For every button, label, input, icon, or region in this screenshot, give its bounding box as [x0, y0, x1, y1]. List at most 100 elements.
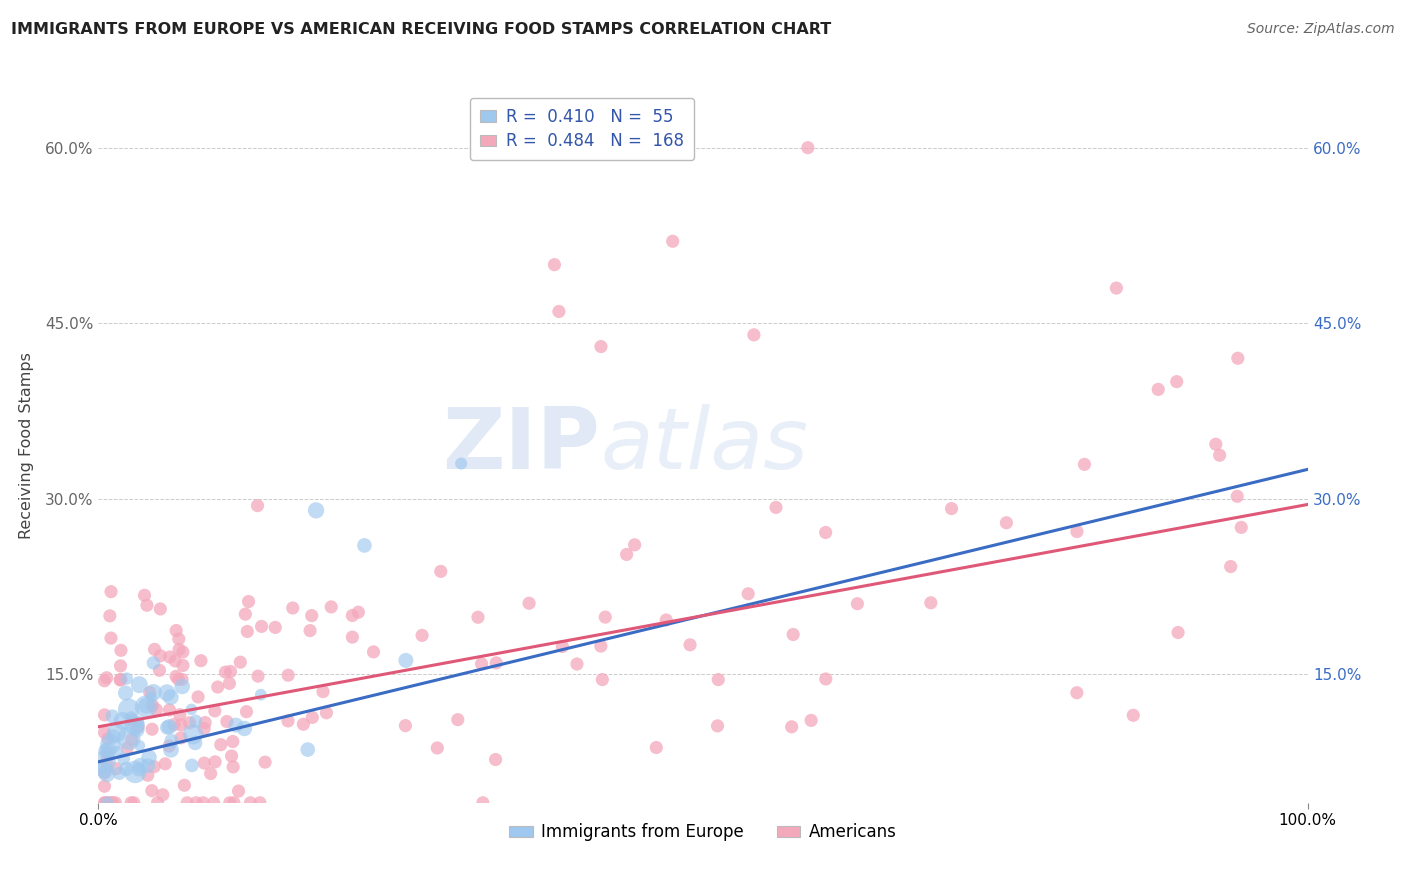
Point [246, 499, 269, 513]
Point [104, 762, 127, 776]
Point [589, 639, 612, 653]
Point [138, 685, 160, 699]
Point [93, 707, 115, 722]
Point [136, 599, 159, 613]
Point [214, 665, 236, 679]
Point [995, 516, 1018, 530]
Point [108, 766, 131, 780]
Point [363, 645, 385, 659]
Point [193, 756, 215, 771]
Point [315, 706, 337, 720]
Point [170, 673, 193, 687]
Point [623, 538, 645, 552]
Point [593, 610, 616, 624]
Point [797, 141, 820, 155]
Point [342, 608, 364, 623]
Point [222, 760, 245, 774]
Point [800, 714, 823, 728]
Point [149, 648, 172, 663]
Point [239, 796, 262, 810]
Point [160, 733, 183, 747]
Point [176, 796, 198, 810]
Point [292, 717, 315, 731]
Point [661, 234, 683, 248]
Point [247, 669, 270, 683]
Point [142, 656, 165, 670]
Point [129, 758, 152, 772]
Point [97, 796, 120, 810]
Point [149, 602, 172, 616]
Point [782, 627, 804, 641]
Point [127, 723, 149, 737]
Point [471, 657, 494, 671]
Point [200, 766, 222, 780]
Point [233, 607, 256, 622]
Point [172, 680, 194, 694]
Point [170, 731, 193, 745]
Point [101, 709, 124, 723]
Point [920, 596, 942, 610]
Point [181, 758, 204, 772]
Point [447, 713, 470, 727]
Point [136, 759, 159, 773]
Point [173, 778, 195, 792]
Point [301, 608, 323, 623]
Point [429, 565, 451, 579]
Point [136, 768, 159, 782]
Point [160, 743, 183, 757]
Point [115, 762, 138, 776]
Point [110, 658, 132, 673]
Point [191, 796, 214, 810]
Point [115, 672, 138, 686]
Point [143, 642, 166, 657]
Point [517, 596, 540, 610]
Point [152, 788, 174, 802]
Point [249, 796, 271, 810]
Point [93, 755, 115, 769]
Point [193, 722, 215, 736]
Point [250, 619, 273, 633]
Point [93, 763, 115, 777]
Point [157, 739, 180, 753]
Point [485, 656, 508, 670]
Point [395, 653, 418, 667]
Point [135, 698, 157, 713]
Point [93, 673, 115, 688]
Point [128, 739, 150, 753]
Point [96, 766, 118, 780]
Point [342, 630, 364, 644]
Point [100, 737, 122, 751]
Point [145, 703, 167, 717]
Point [1208, 448, 1230, 462]
Point [105, 745, 128, 759]
Point [143, 759, 166, 773]
Point [110, 643, 132, 657]
Point [96, 796, 118, 810]
Point [1230, 520, 1253, 534]
Point [100, 796, 122, 810]
Point [141, 698, 163, 713]
Point [707, 673, 730, 687]
Point [96, 755, 118, 769]
Point [1226, 351, 1249, 366]
Point [347, 605, 370, 619]
Point [96, 671, 118, 685]
Point [281, 601, 304, 615]
Point [1105, 281, 1128, 295]
Point [467, 610, 489, 624]
Point [543, 258, 565, 272]
Point [742, 327, 765, 342]
Point [138, 750, 160, 764]
Point [94, 796, 117, 810]
Point [737, 587, 759, 601]
Point [250, 688, 273, 702]
Point [157, 703, 180, 717]
Point [236, 624, 259, 639]
Point [96, 796, 118, 810]
Point [301, 710, 323, 724]
Point [124, 764, 146, 779]
Point [645, 740, 668, 755]
Point [156, 721, 179, 735]
Point [93, 779, 115, 793]
Point [1219, 559, 1241, 574]
